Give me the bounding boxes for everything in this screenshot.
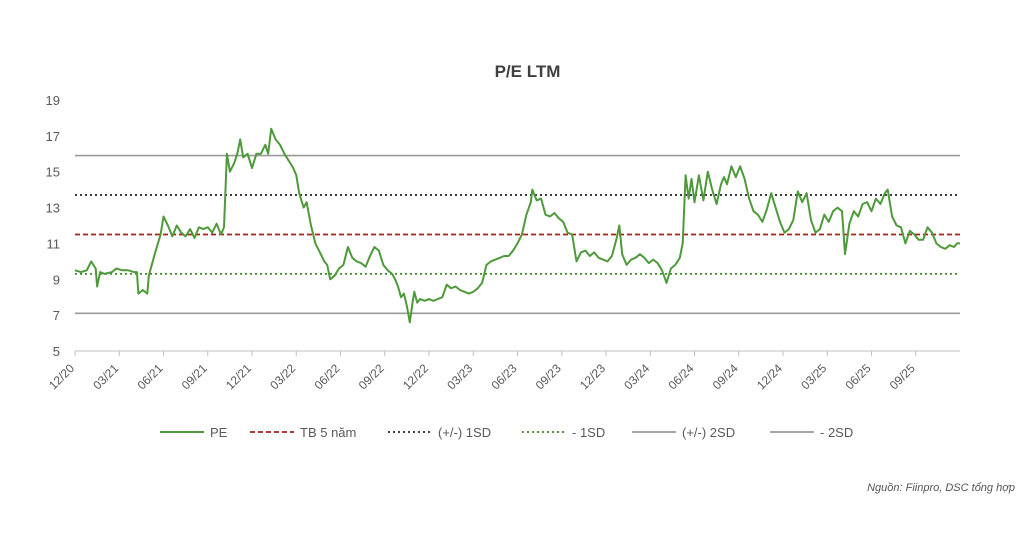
x-tick-label: 06/24	[665, 361, 696, 392]
x-tick-label: 03/22	[267, 361, 298, 392]
chart-title: P/E LTM	[495, 62, 561, 81]
y-tick-label: 19	[46, 93, 60, 108]
x-tick-label: 09/25	[887, 361, 918, 392]
legend-mean-label: TB 5 năm	[300, 425, 356, 440]
x-tick-label: 03/25	[798, 361, 829, 392]
x-tick-label: 09/23	[533, 361, 564, 392]
x-tick-label: 03/21	[90, 361, 121, 392]
x-tick-label: 06/22	[311, 361, 342, 392]
x-tick-label: 12/22	[400, 361, 431, 392]
x-tick-label: 06/25	[842, 361, 873, 392]
x-tick-label: 12/23	[577, 361, 608, 392]
legend-minus-1sd-label: - 1SD	[572, 425, 605, 440]
y-tick-label: 9	[53, 272, 60, 287]
legend-plus-2sd-label: (+/-) 2SD	[682, 425, 735, 440]
legend-minus-2sd-label: - 2SD	[820, 425, 853, 440]
y-tick-label: 15	[46, 165, 60, 180]
y-tick-label: 13	[46, 201, 60, 216]
x-tick-label: 06/21	[134, 361, 165, 392]
x-tick-label: 06/23	[488, 361, 519, 392]
legend-pe-label: PE	[210, 425, 228, 440]
x-tick-label: 09/22	[356, 361, 387, 392]
x-tick-label: 09/21	[179, 361, 210, 392]
y-tick-label: 11	[47, 236, 61, 251]
y-tick-label: 7	[53, 308, 60, 323]
y-tick-label: 17	[46, 129, 60, 144]
x-tick-label: 12/24	[754, 361, 785, 392]
pe-series-line	[74, 127, 960, 324]
x-tick-label: 09/24	[710, 361, 741, 392]
x-tick-label: 03/23	[444, 361, 475, 392]
y-tick-label: 5	[53, 344, 60, 359]
legend-plus-1sd-label: (+/-) 1SD	[438, 425, 491, 440]
x-tick-label: 12/21	[223, 361, 254, 392]
x-tick-label: 03/24	[621, 361, 652, 392]
source-note: Nguồn: Fiinpro, DSC tổng hợp	[867, 482, 1015, 494]
x-tick-label: 12/20	[46, 361, 77, 392]
